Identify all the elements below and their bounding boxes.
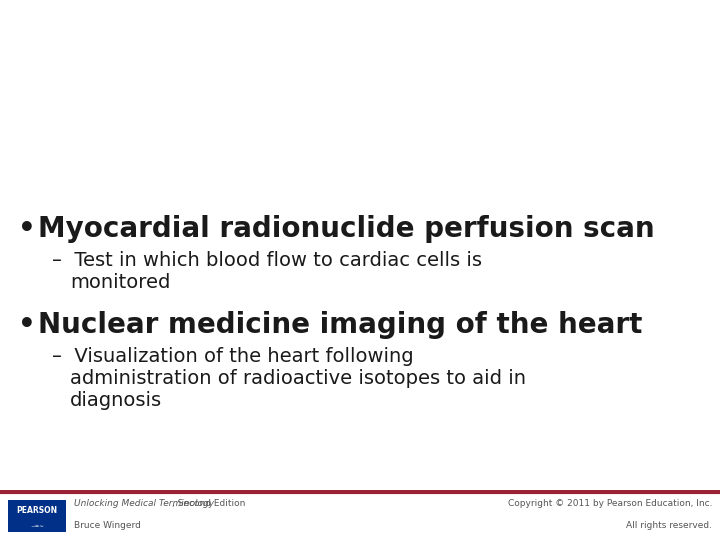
Text: •: •	[18, 215, 36, 243]
FancyBboxPatch shape	[8, 500, 66, 532]
Text: Treatments, Procedures, and: Treatments, Procedures, and	[88, 48, 632, 82]
Text: PEARSON: PEARSON	[17, 507, 58, 515]
Text: Copyright © 2011 by Pearson Education, Inc.: Copyright © 2011 by Pearson Education, I…	[508, 500, 712, 508]
Text: Myocardial radionuclide perfusion scan: Myocardial radionuclide perfusion scan	[38, 215, 654, 243]
Text: Bruce Wingerd: Bruce Wingerd	[74, 522, 141, 530]
Text: monitored: monitored	[70, 273, 171, 292]
Text: –  Visualization of the heart following: – Visualization of the heart following	[52, 347, 413, 366]
Text: All rights reserved.: All rights reserved.	[626, 522, 712, 530]
Text: ~≈∼: ~≈∼	[30, 523, 44, 529]
Text: Devices (cont.): Devices (cont.)	[219, 117, 501, 150]
Text: diagnosis: diagnosis	[70, 391, 162, 410]
Text: Unlocking Medical Terminology: Unlocking Medical Terminology	[74, 500, 214, 508]
Text: administration of radioactive isotopes to aid in: administration of radioactive isotopes t…	[70, 369, 526, 388]
Text: , Second Edition: , Second Edition	[172, 500, 246, 508]
Text: Nuclear medicine imaging of the heart: Nuclear medicine imaging of the heart	[38, 311, 642, 339]
Text: •: •	[18, 311, 36, 339]
Text: –  Test in which blood flow to cardiac cells is: – Test in which blood flow to cardiac ce…	[52, 251, 482, 270]
